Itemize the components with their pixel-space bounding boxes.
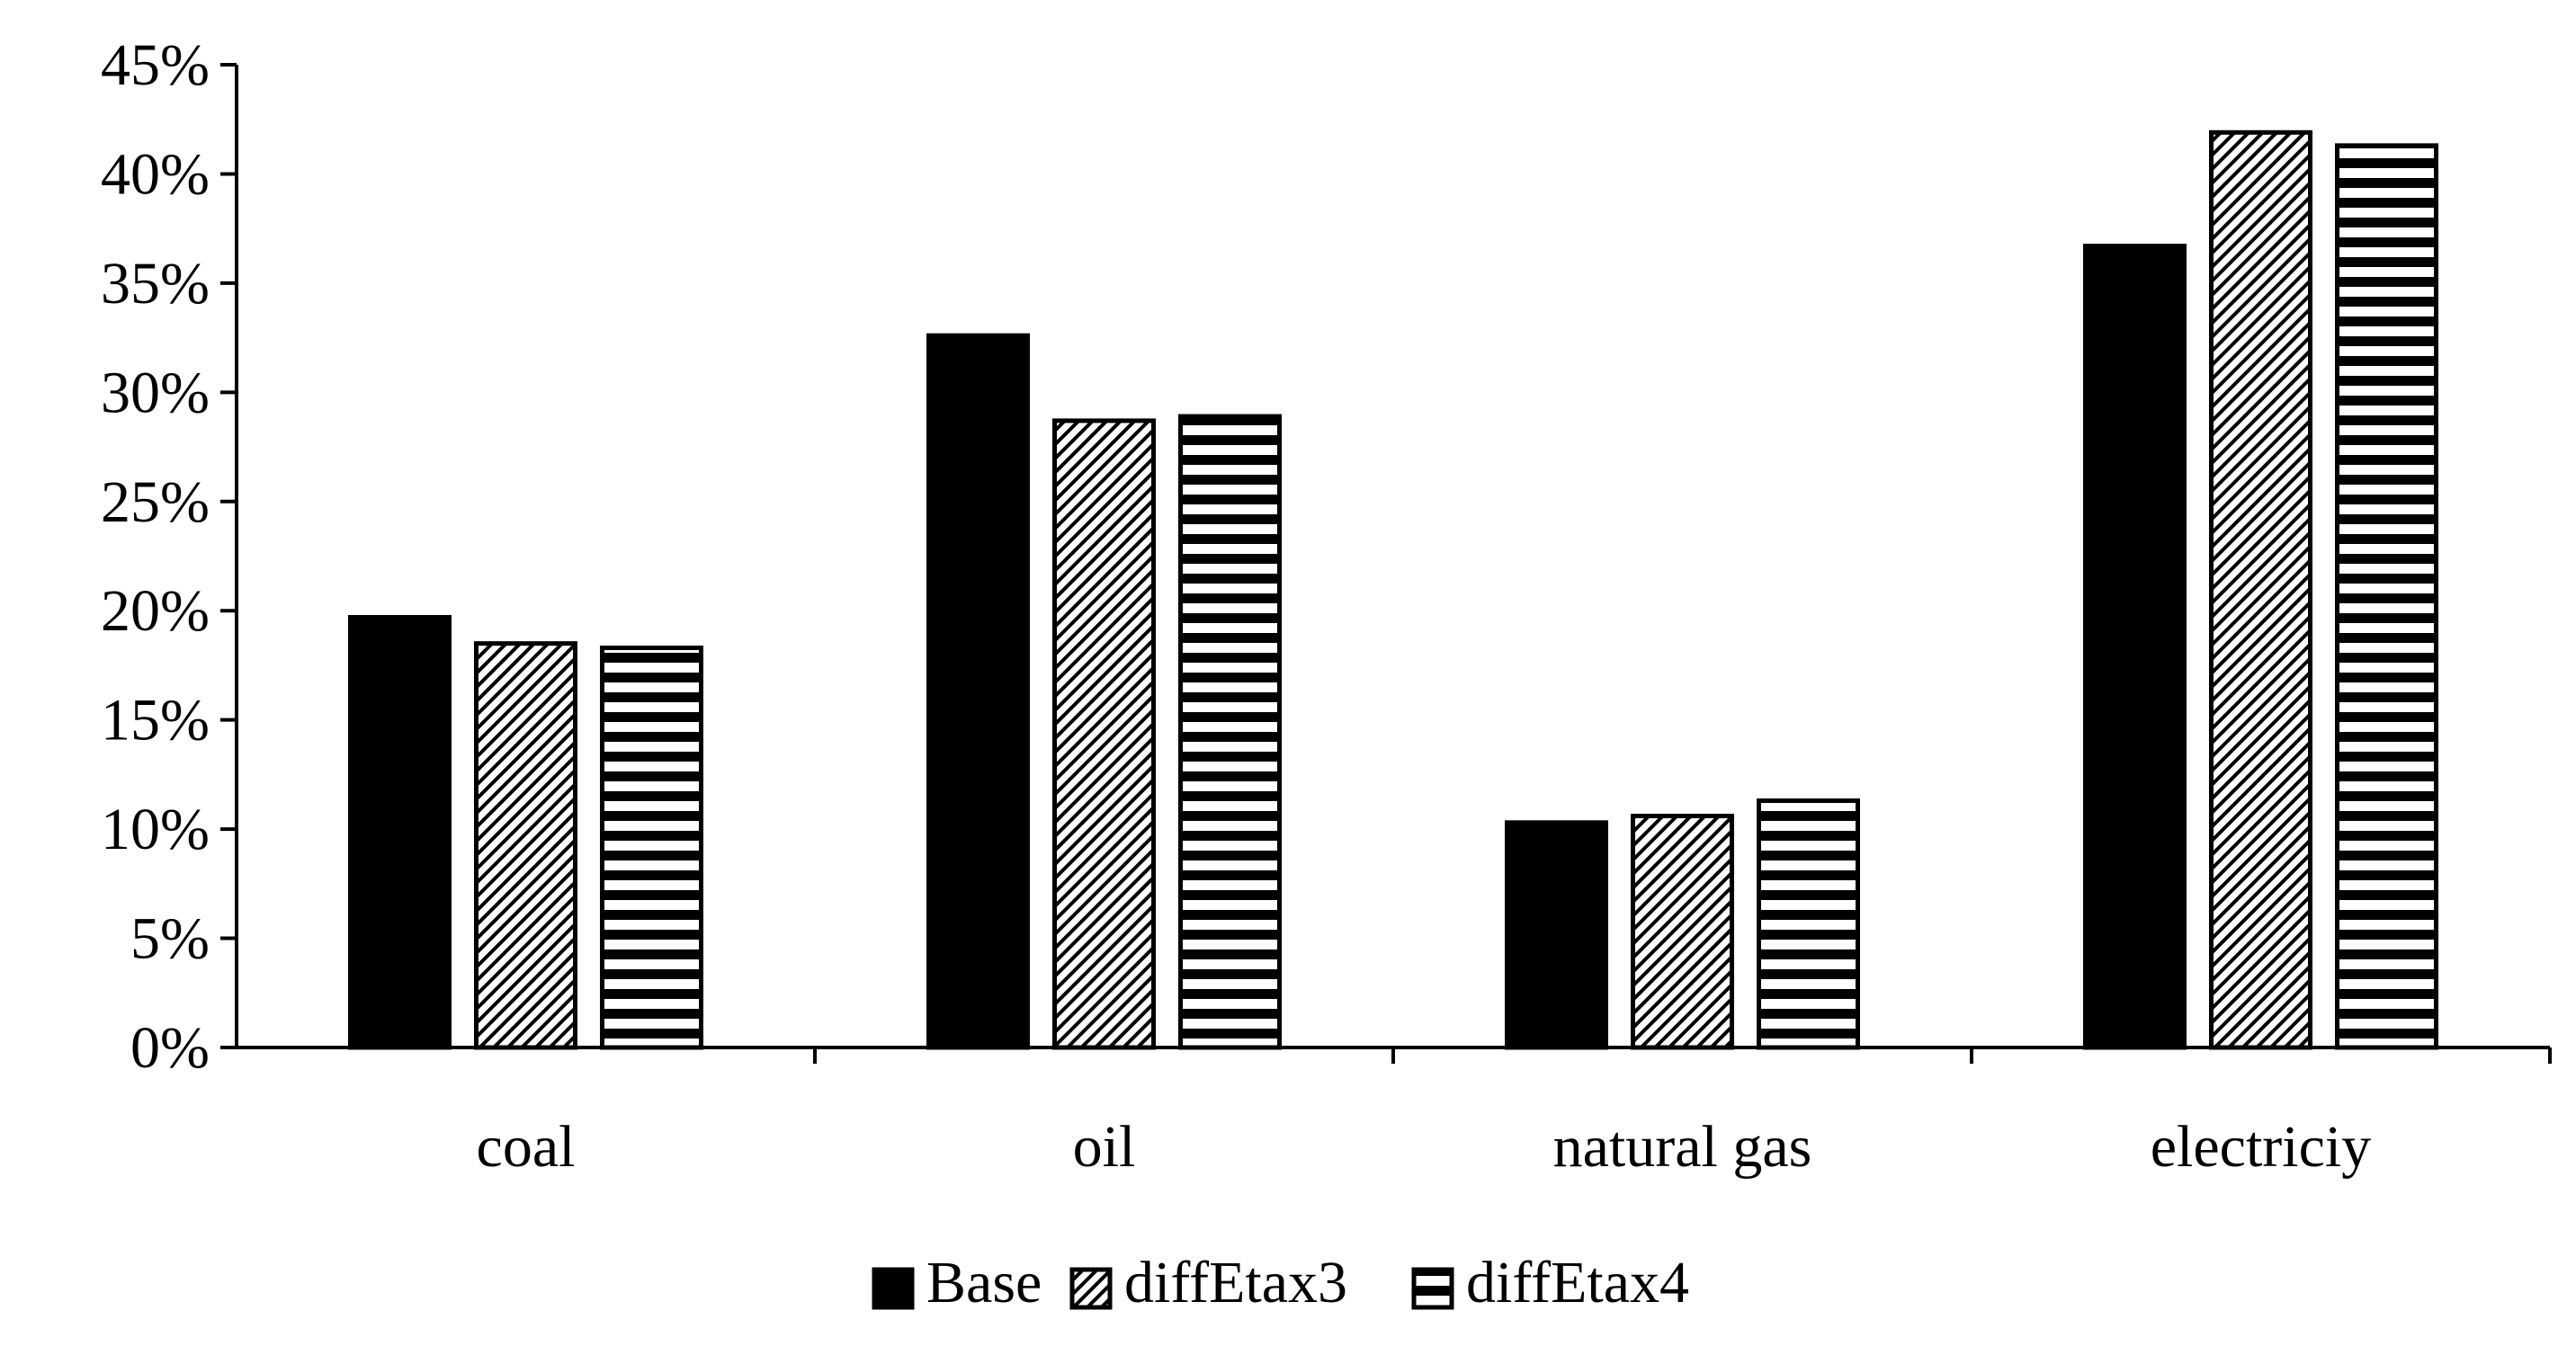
x-category-label: electriciy [2151, 1114, 2372, 1180]
y-tick-label: 30% [101, 360, 210, 425]
bars-layer [348, 129, 2438, 1050]
y-tick-label: 0% [130, 1015, 210, 1081]
bar-Base-natural-gas [1505, 820, 1608, 1050]
x-category-label: oil [1073, 1114, 1136, 1180]
legend-swatch [1411, 1267, 1454, 1310]
y-tick-label: 10% [101, 797, 210, 862]
legend-swatch [872, 1267, 915, 1310]
bar-diffEtax4-oil [1178, 414, 1282, 1050]
bar-diffEtax4-coal [600, 646, 703, 1050]
bar-Base-electriciy [2083, 244, 2187, 1050]
labels-layer: 0% 5% 10% 15% 20% 25% 30% 35% 40% 45% coal oil natur… [101, 32, 2371, 1180]
bar-diffEtax3-electriciy [2209, 129, 2312, 1050]
y-tick-label: 35% [101, 251, 210, 316]
bar-diffEtax3-oil [1052, 418, 1156, 1050]
bar-Base-coal [348, 615, 452, 1050]
legend-item-Base: Base [872, 1250, 1042, 1315]
legend-item-diffEtax3: diffEtax3 [1069, 1250, 1347, 1315]
y-tick-label: 40% [101, 141, 210, 207]
y-tick-label: 45% [101, 32, 210, 98]
legend-swatch [1069, 1267, 1113, 1310]
axes-layer [220, 63, 2552, 1064]
bar-diffEtax4-natural-gas [1757, 798, 1860, 1050]
y-tick-label: 25% [101, 469, 210, 535]
y-tick-label: 20% [101, 578, 210, 644]
legend-label: diffEtax4 [1466, 1250, 1689, 1315]
bar-diffEtax3-natural-gas [1631, 814, 1734, 1050]
bar-Base-oil [926, 333, 1030, 1050]
legend-item-diffEtax4: diffEtax4 [1411, 1250, 1689, 1315]
legend: Base diffEtax3 diffEtax4 [872, 1250, 1689, 1315]
bar-diffEtax4-electriciy [2335, 143, 2438, 1050]
x-category-label: natural gas [1553, 1114, 1812, 1180]
legend-label: diffEtax3 [1124, 1250, 1347, 1315]
y-tick-label: 5% [130, 906, 210, 972]
x-category-label: coal [477, 1114, 576, 1180]
bar-diffEtax3-coal [474, 641, 577, 1050]
legend-label: Base [926, 1250, 1042, 1315]
y-tick-label: 15% [101, 688, 210, 753]
